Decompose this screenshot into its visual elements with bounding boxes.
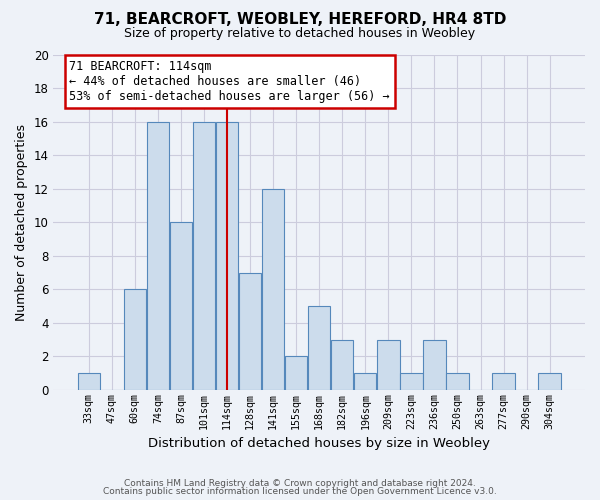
Bar	[538, 373, 561, 390]
Bar	[446, 373, 469, 390]
Bar	[216, 122, 238, 390]
X-axis label: Distribution of detached houses by size in Weobley: Distribution of detached houses by size …	[148, 437, 490, 450]
Bar	[193, 122, 215, 390]
Bar	[354, 373, 376, 390]
Bar	[77, 373, 100, 390]
Text: Size of property relative to detached houses in Weobley: Size of property relative to detached ho…	[124, 28, 476, 40]
Bar	[170, 222, 192, 390]
Bar	[331, 340, 353, 390]
Bar	[400, 373, 422, 390]
Bar	[285, 356, 307, 390]
Bar	[262, 189, 284, 390]
Bar	[239, 272, 261, 390]
Bar	[147, 122, 169, 390]
Bar	[308, 306, 331, 390]
Y-axis label: Number of detached properties: Number of detached properties	[15, 124, 28, 321]
Bar	[423, 340, 446, 390]
Bar	[124, 290, 146, 390]
Text: 71, BEARCROFT, WEOBLEY, HEREFORD, HR4 8TD: 71, BEARCROFT, WEOBLEY, HEREFORD, HR4 8T…	[94, 12, 506, 28]
Bar	[493, 373, 515, 390]
Text: 71 BEARCROFT: 114sqm
← 44% of detached houses are smaller (46)
53% of semi-detac: 71 BEARCROFT: 114sqm ← 44% of detached h…	[70, 60, 390, 103]
Text: Contains HM Land Registry data © Crown copyright and database right 2024.: Contains HM Land Registry data © Crown c…	[124, 478, 476, 488]
Text: Contains public sector information licensed under the Open Government Licence v3: Contains public sector information licen…	[103, 487, 497, 496]
Bar	[377, 340, 400, 390]
